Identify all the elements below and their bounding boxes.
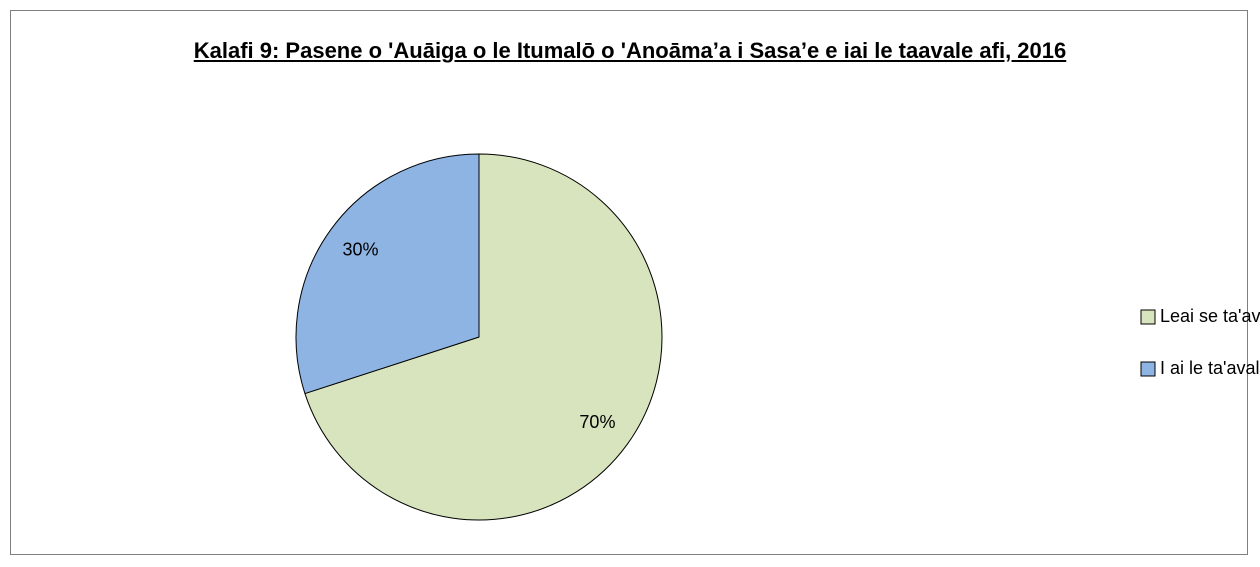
data-label: 30% xyxy=(343,240,379,260)
data-label: 70% xyxy=(579,412,615,432)
chart-frame xyxy=(10,10,1248,555)
chart-title: Kalafi 9: Pasene o 'Auāiga o le Itumalō … xyxy=(193,38,1067,63)
legend-swatch xyxy=(1140,309,1156,325)
legend-label: Leai se ta'avale xyxy=(1160,306,1260,326)
legend-label: I ai le ta'avale xyxy=(1160,358,1260,378)
legend-swatch xyxy=(1140,361,1156,377)
pie-slice xyxy=(295,153,480,395)
pie-slice xyxy=(304,153,663,521)
